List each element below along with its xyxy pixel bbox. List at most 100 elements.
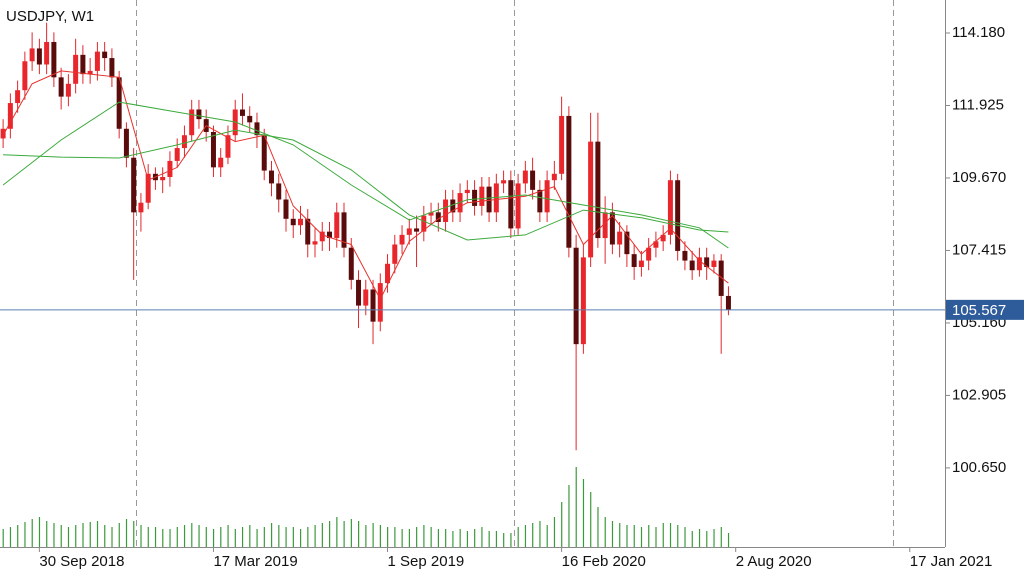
candle-body bbox=[218, 157, 224, 168]
candle-body bbox=[247, 115, 253, 123]
candle-body bbox=[414, 228, 420, 232]
volume-bar bbox=[430, 527, 432, 547]
candle-body bbox=[718, 260, 724, 296]
candle-body bbox=[660, 234, 666, 242]
volume-bar bbox=[292, 527, 294, 547]
candle-body bbox=[319, 231, 325, 242]
candle-body bbox=[261, 135, 267, 171]
candle-body bbox=[530, 170, 536, 190]
candle-body bbox=[297, 218, 303, 226]
volume-bar bbox=[111, 527, 113, 547]
volume-bar bbox=[53, 523, 55, 547]
volume-bar bbox=[539, 521, 541, 547]
volume-bar bbox=[75, 525, 77, 547]
candle-body bbox=[210, 131, 216, 168]
volume-bar bbox=[401, 529, 403, 547]
candle-body bbox=[515, 183, 521, 229]
candle-body bbox=[87, 70, 93, 75]
volume-bar bbox=[423, 525, 425, 547]
volume-bar bbox=[517, 527, 519, 547]
volume-bar bbox=[241, 527, 244, 547]
moving-average bbox=[3, 129, 729, 241]
candle-body bbox=[689, 260, 695, 271]
volume-bar bbox=[575, 467, 577, 547]
candle-body bbox=[312, 241, 318, 245]
volume-bar bbox=[604, 517, 606, 547]
volume-bar bbox=[568, 485, 570, 547]
candle-body bbox=[588, 141, 594, 258]
volume-bar bbox=[611, 521, 614, 547]
volume-bar bbox=[481, 527, 483, 547]
candle-body bbox=[595, 141, 601, 239]
candle-body bbox=[443, 199, 449, 223]
candle-body bbox=[356, 279, 362, 306]
candle-body bbox=[290, 218, 296, 226]
volume-bar bbox=[60, 525, 62, 547]
volume-bar bbox=[437, 529, 440, 547]
volume-bar bbox=[669, 523, 672, 547]
candle-body bbox=[696, 257, 702, 271]
volume-bar bbox=[488, 531, 490, 547]
candle-body bbox=[283, 199, 289, 219]
x-tick-label: 30 Sep 2018 bbox=[39, 553, 124, 570]
candle-body bbox=[348, 247, 354, 280]
volume-bar bbox=[249, 525, 251, 547]
volume-bar bbox=[220, 527, 222, 547]
volume-bar bbox=[655, 527, 657, 547]
volume-bar bbox=[727, 533, 730, 547]
candle-body bbox=[704, 257, 710, 268]
volume-bar bbox=[67, 527, 70, 547]
candle-body bbox=[0, 128, 6, 139]
candle-body bbox=[131, 157, 137, 213]
volume-bar bbox=[365, 525, 367, 547]
candle-body bbox=[174, 148, 180, 161]
candle-body bbox=[573, 247, 579, 345]
candle-body bbox=[167, 160, 173, 177]
volume-bar bbox=[125, 519, 128, 547]
candle-body bbox=[667, 180, 673, 235]
volume-bar bbox=[46, 521, 48, 547]
volume-bar bbox=[263, 527, 265, 547]
candle-body bbox=[508, 180, 514, 229]
candle-body bbox=[36, 48, 42, 65]
volume-bar bbox=[183, 525, 186, 547]
volume-bar bbox=[299, 529, 302, 547]
candle-body bbox=[675, 180, 681, 251]
volume-bar bbox=[510, 533, 512, 547]
volume-bar bbox=[176, 527, 178, 547]
x-tick-label: 2 Aug 2020 bbox=[736, 553, 812, 570]
moving-average bbox=[2, 70, 729, 301]
candle-body bbox=[501, 180, 507, 184]
volume-bar bbox=[495, 531, 498, 547]
volume-bar bbox=[532, 523, 534, 547]
candle-body bbox=[646, 247, 652, 261]
volume-bar bbox=[524, 525, 527, 547]
candle-body bbox=[276, 183, 282, 200]
candle-body bbox=[123, 128, 129, 158]
current-price-label: 105.567 bbox=[952, 302, 1006, 319]
volume-bar bbox=[343, 521, 345, 547]
volume-bar bbox=[640, 527, 643, 547]
candle-body bbox=[399, 234, 405, 245]
volume-bar bbox=[198, 525, 200, 547]
y-tick-label: 111.925 bbox=[952, 96, 1004, 113]
x-tick-label: 16 Feb 2020 bbox=[562, 553, 646, 570]
candle-body bbox=[609, 212, 615, 245]
volume-bar bbox=[619, 523, 621, 547]
volume-bar bbox=[234, 529, 236, 547]
candle-body bbox=[58, 77, 64, 97]
volume-bar bbox=[597, 507, 599, 547]
volume-bar bbox=[321, 523, 323, 547]
candle-body bbox=[551, 173, 557, 181]
volume-bar bbox=[17, 525, 19, 547]
x-tick-label: 1 Sep 2019 bbox=[388, 553, 465, 570]
volume-bar bbox=[118, 523, 120, 547]
candle-body bbox=[370, 289, 376, 322]
candle-body bbox=[22, 61, 28, 91]
volume-bar bbox=[561, 502, 563, 547]
volume-bar bbox=[582, 479, 585, 547]
volume-bar bbox=[227, 525, 229, 547]
volume-bar bbox=[96, 521, 99, 547]
volume-bar bbox=[104, 525, 106, 547]
candle-body bbox=[406, 228, 412, 235]
